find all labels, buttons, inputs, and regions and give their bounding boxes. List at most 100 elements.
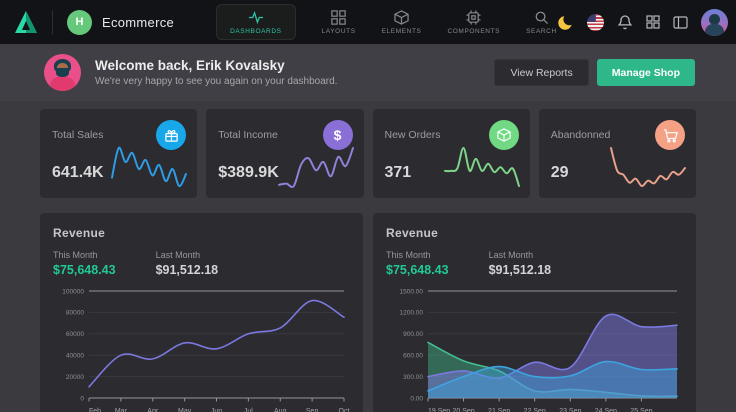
banner-actions: View Reports Manage Shop — [494, 59, 695, 86]
stat-card-label: New Orders — [384, 129, 441, 141]
svg-text:20 Sep: 20 Sep — [452, 408, 474, 412]
nav-item-search[interactable]: SEARCH — [526, 10, 557, 35]
search-icon — [535, 11, 548, 24]
header-divider — [52, 10, 53, 34]
nav-label: COMPONENTS — [447, 27, 501, 35]
notifications-button[interactable] — [617, 14, 633, 31]
last-month-label: Last Month — [155, 250, 201, 260]
welcome-avatar — [44, 54, 81, 91]
svg-text:Feb: Feb — [89, 408, 101, 412]
stat-card-value: $389.9K — [218, 164, 279, 181]
this-month-value: $75,648.43 — [386, 263, 449, 277]
svg-text:Mar: Mar — [115, 408, 128, 412]
nav-label: ELEMENTS — [381, 27, 422, 35]
abandonned-sparkline — [610, 147, 686, 187]
revenue-monthly-chart: 0 20000 40000 60000 80000 100000 Feb Mar Apr May J… — [62, 288, 350, 412]
svg-text:24 Sep: 24 Sep — [595, 408, 617, 412]
this-month-label: This Month — [386, 250, 431, 260]
svg-text:Jul: Jul — [244, 408, 253, 412]
svg-text:Sep: Sep — [306, 408, 319, 412]
last-month-value: $91,512.18 — [155, 263, 219, 277]
nav-item-layouts[interactable]: LAYOUTS — [321, 9, 356, 35]
svg-text:900.00: 900.00 — [403, 331, 423, 338]
svg-text:22 Sep: 22 Sep — [524, 408, 546, 412]
revenue-daily-chart: 0.00 300.00 600.00 900.00 1200.00 1500.00 19 S… — [400, 288, 678, 412]
brand-logo-icon[interactable] — [14, 9, 38, 35]
svg-text:Aug: Aug — [274, 408, 287, 412]
sidebar-toggle-button[interactable] — [673, 15, 688, 29]
svg-text:100000: 100000 — [62, 288, 84, 295]
svg-text:1200.00: 1200.00 — [400, 310, 424, 317]
stat-card-abandonned: Abandonned 29 — [538, 109, 696, 198]
nav-item-dashboards[interactable]: DASHBOARDS — [216, 4, 296, 40]
manage-shop-button[interactable]: Manage Shop — [596, 59, 695, 86]
dark-mode-toggle[interactable] — [557, 14, 574, 31]
last-month-label: Last Month — [488, 250, 534, 260]
main-nav: DASHBOARDS LAYOUTS ELEMENTS C — [216, 4, 557, 40]
stat-card-total-sales: Total Sales 641.4K — [40, 109, 198, 198]
svg-text:300.00: 300.00 — [403, 374, 423, 381]
stat-card-label: Total Income — [218, 129, 278, 141]
stat-card-total-income: Total Income $ $389.9K — [206, 109, 364, 198]
apps-grid-icon — [646, 15, 660, 29]
sidebar-layout-icon — [673, 15, 688, 29]
stat-card-value: 371 — [384, 164, 412, 181]
svg-text:Jun: Jun — [211, 408, 222, 412]
period-row: This Month $75,648.43 Last Month $91,512… — [53, 250, 350, 277]
nav-item-elements[interactable]: ELEMENTS — [381, 9, 422, 35]
svg-text:23 Sep: 23 Sep — [559, 408, 581, 412]
app-title: Ecommerce — [102, 14, 175, 30]
dashboard-main: Total Sales 641.4K Total Income $ $389.9… — [0, 101, 736, 412]
period-row: This Month $75,648.43 Last Month $91,512… — [386, 250, 683, 277]
stat-card-label: Abandonned — [550, 129, 611, 141]
svg-text:80000: 80000 — [66, 310, 84, 317]
layout-grid-icon — [331, 9, 346, 25]
top-header: H Ecommerce DASHBOARDS LAYOUTS ELEMENTS — [0, 0, 736, 44]
package-icon — [488, 120, 519, 150]
total-income-sparkline — [277, 147, 354, 188]
workspace-badge[interactable]: H — [67, 9, 92, 35]
svg-text:0.00: 0.00 — [410, 395, 423, 402]
stat-card-new-orders: New Orders 371 — [372, 109, 530, 198]
stat-cards-row: Total Sales 641.4K Total Income $ $389.9… — [40, 109, 696, 198]
activity-icon — [248, 10, 263, 25]
user-avatar[interactable] — [700, 8, 728, 36]
nav-item-components[interactable]: COMPONENTS — [447, 9, 501, 35]
this-month-label: This Month — [53, 250, 98, 260]
avatar-head-shape — [708, 13, 720, 25]
revenue-panels-row: Revenue This Month $75,648.43 Last Month… — [40, 213, 696, 412]
nav-label: SEARCH — [526, 27, 557, 35]
svg-text:25 Sep: 25 Sep — [630, 408, 652, 412]
revenue-panel-daily: Revenue This Month $75,648.43 Last Month… — [373, 213, 696, 412]
svg-text:0: 0 — [80, 395, 84, 402]
topbar-actions — [557, 8, 728, 36]
gift-icon — [156, 120, 187, 150]
stat-card-value: 29 — [550, 164, 569, 181]
view-reports-button[interactable]: View Reports — [494, 59, 589, 86]
apps-grid-button[interactable] — [646, 15, 660, 29]
cart-icon — [655, 120, 685, 150]
total-sales-sparkline — [111, 146, 188, 187]
nav-label: LAYOUTS — [321, 27, 356, 35]
svg-text:21 Sep: 21 Sep — [488, 408, 510, 412]
nav-label: DASHBOARDS — [230, 28, 282, 35]
svg-text:Apr: Apr — [147, 408, 159, 412]
new-orders-sparkline — [443, 146, 520, 187]
panel-title: Revenue — [53, 226, 106, 240]
last-month-value: $91,512.18 — [488, 263, 552, 277]
svg-text:Oct: Oct — [339, 408, 350, 412]
panel-title: Revenue — [386, 226, 439, 240]
box-icon — [394, 9, 409, 25]
us-flag-icon — [586, 13, 604, 31]
stat-card-label: Total Sales — [52, 129, 104, 141]
svg-text:20000: 20000 — [66, 374, 84, 381]
dollar-icon: $ — [322, 120, 353, 150]
brand-zone: H Ecommerce — [14, 9, 174, 35]
revenue-panel-monthly: Revenue This Month $75,648.43 Last Month… — [40, 213, 363, 412]
svg-text:May: May — [178, 408, 192, 412]
language-flag-button[interactable] — [586, 13, 604, 31]
welcome-title: Welcome back, Erik Kovalsky — [95, 58, 285, 73]
cpu-icon — [466, 9, 481, 25]
welcome-subtitle: We're very happy to see you again on you… — [95, 76, 338, 87]
svg-text:40000: 40000 — [66, 353, 84, 360]
